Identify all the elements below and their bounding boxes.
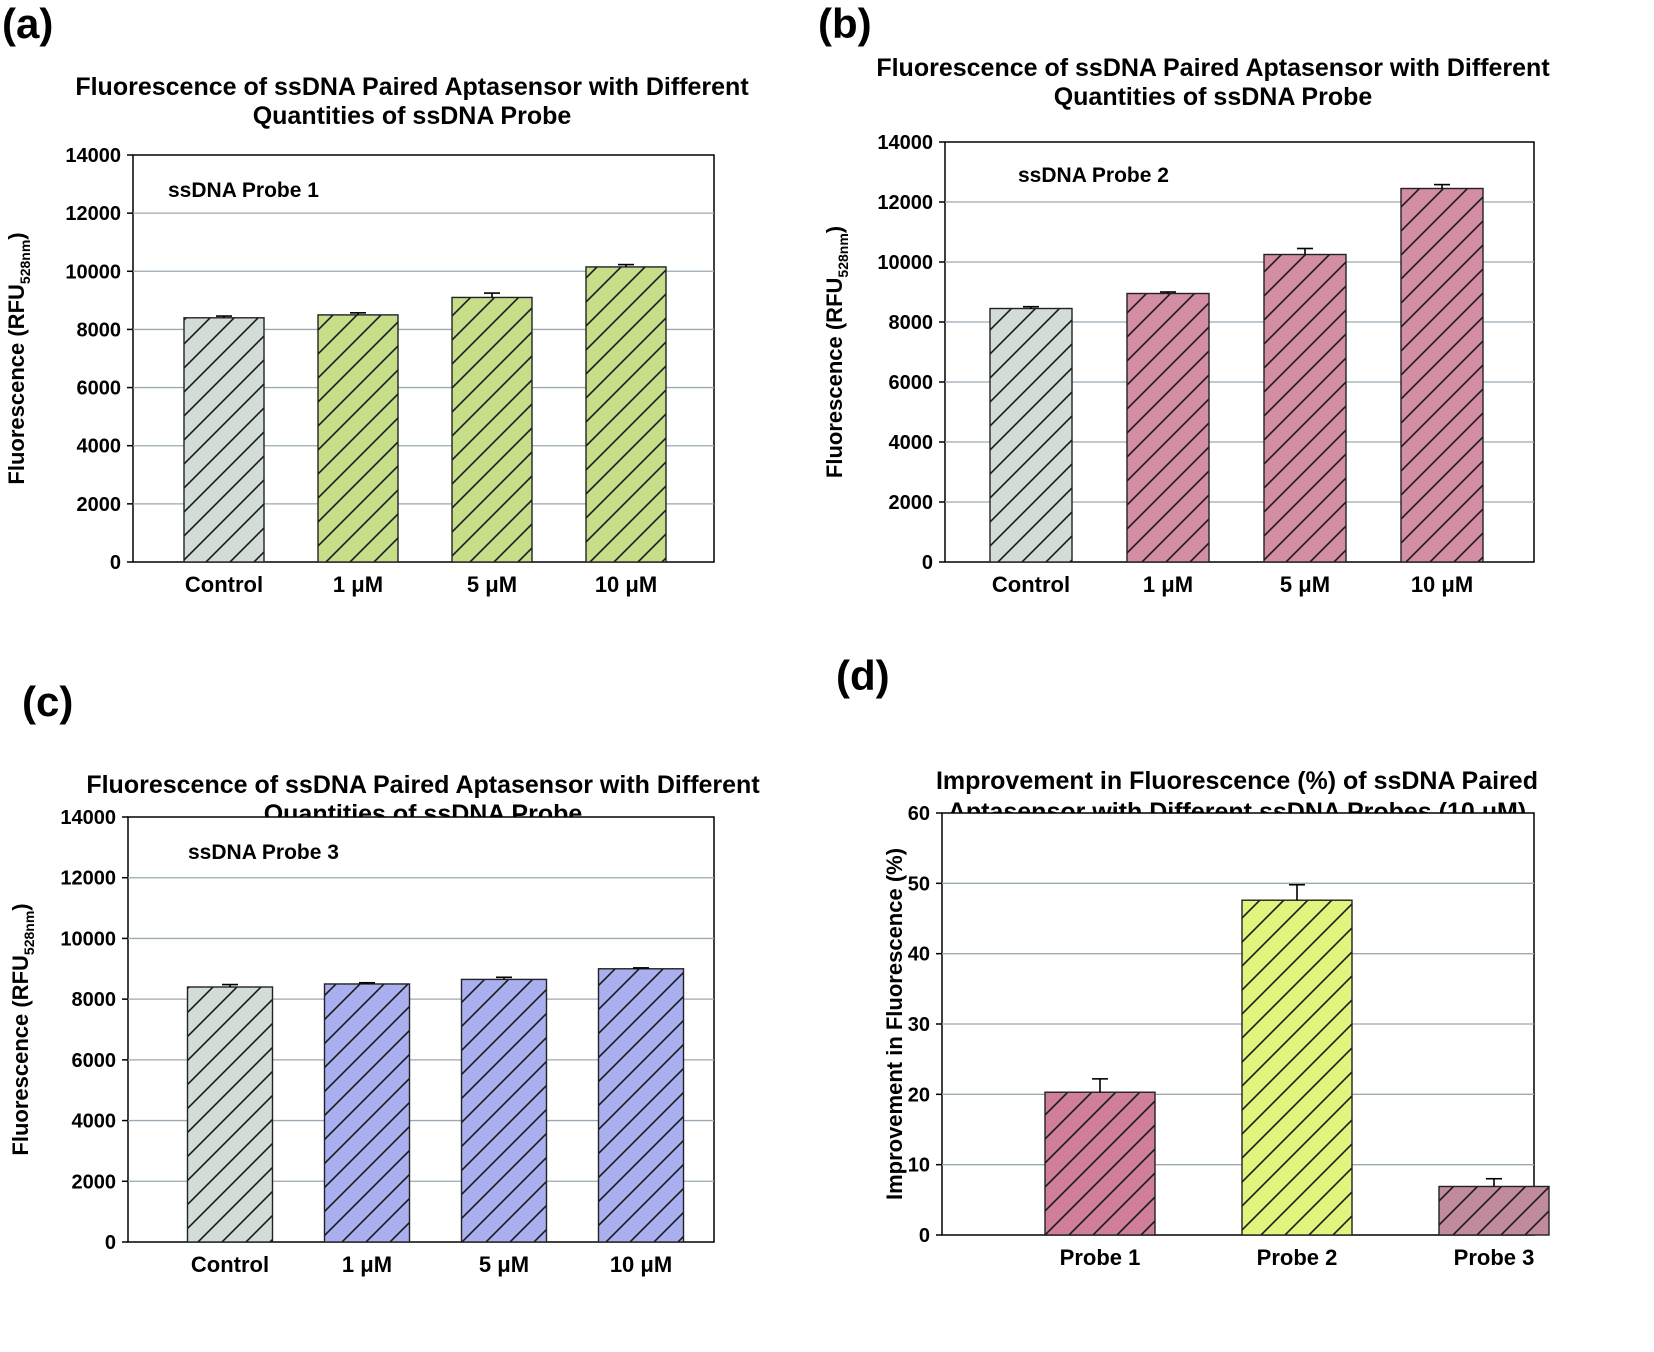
chart-d: Improvement in Fluorescence (%) of ssDNA… bbox=[882, 767, 1550, 1270]
x-category-label: 5 μM bbox=[479, 1252, 529, 1277]
y-tick-label: 60 bbox=[908, 803, 930, 825]
x-category-label: 10 μM bbox=[1411, 572, 1473, 597]
y-tick-label: 8000 bbox=[889, 312, 934, 334]
y-tick-label: 30 bbox=[908, 1014, 930, 1036]
y-tick-label: 10000 bbox=[65, 261, 121, 283]
bar bbox=[1400, 187, 1484, 563]
bar bbox=[1241, 899, 1353, 1236]
y-axis-label-close: ) bbox=[4, 232, 29, 239]
bar bbox=[989, 307, 1073, 563]
y-tick-label: 6000 bbox=[72, 1050, 117, 1072]
series-annotation: ssDNA Probe 1 bbox=[168, 179, 319, 202]
y-tick-label: 14000 bbox=[60, 807, 116, 829]
chart-title-line: Improvement in Fluorescence (%) of ssDNA… bbox=[936, 767, 1538, 795]
bar bbox=[1438, 1185, 1550, 1236]
bar bbox=[585, 266, 667, 563]
y-tick-label: 10 bbox=[908, 1155, 930, 1177]
y-tick-label: 50 bbox=[908, 873, 930, 895]
x-category-label: 10 μM bbox=[595, 572, 657, 597]
y-tick-label: 2000 bbox=[889, 492, 934, 514]
y-tick-label: 4000 bbox=[889, 432, 934, 454]
y-tick-label: 10000 bbox=[877, 252, 933, 274]
x-category-label: 5 μM bbox=[1280, 572, 1330, 597]
bar bbox=[597, 968, 685, 1243]
y-tick-label: 0 bbox=[105, 1232, 116, 1254]
y-axis-label: Improvement in Fluorescence (%) bbox=[882, 848, 907, 1200]
y-axis-label: Fluorescence (RFU528nm) bbox=[822, 226, 851, 478]
chart-title-line: Quantities of ssDNA Probe bbox=[1054, 83, 1373, 111]
chart-c: Fluorescence of ssDNA Paired Aptasensor … bbox=[8, 771, 760, 1277]
y-tick-label: 4000 bbox=[72, 1111, 117, 1133]
x-category-label: Probe 3 bbox=[1454, 1245, 1535, 1270]
series-annotation: ssDNA Probe 3 bbox=[188, 841, 339, 864]
y-axis-label-subscript: 528nm bbox=[835, 233, 851, 277]
x-category-label: 1 μM bbox=[333, 572, 383, 597]
x-category-label: Control bbox=[185, 572, 263, 597]
y-tick-label: 0 bbox=[110, 552, 121, 574]
y-tick-label: 2000 bbox=[77, 494, 122, 516]
y-axis-label-close: ) bbox=[8, 903, 33, 910]
chart-title-line: Quantities of ssDNA Probe bbox=[253, 102, 572, 130]
chart-title-line: Fluorescence of ssDNA Paired Aptasensor … bbox=[75, 73, 749, 101]
chart-b: Fluorescence of ssDNA Paired Aptasensor … bbox=[822, 54, 1550, 597]
y-tick-label: 12000 bbox=[60, 868, 116, 890]
y-tick-label: 8000 bbox=[77, 319, 122, 341]
y-tick-label: 14000 bbox=[877, 132, 933, 154]
y-tick-label: 0 bbox=[922, 552, 933, 574]
bar bbox=[183, 317, 265, 563]
y-axis-label-close: ) bbox=[822, 226, 847, 233]
y-tick-label: 0 bbox=[919, 1225, 930, 1247]
x-category-label: Control bbox=[191, 1252, 269, 1277]
y-tick-label: 20 bbox=[908, 1084, 930, 1106]
y-tick-label: 10000 bbox=[60, 928, 116, 950]
x-category-label: Probe 1 bbox=[1060, 1245, 1141, 1270]
y-axis-label: Fluorescence (RFU528nm) bbox=[4, 232, 33, 484]
x-category-label: 1 μM bbox=[342, 1252, 392, 1277]
bar bbox=[186, 986, 274, 1243]
bar bbox=[1126, 292, 1210, 563]
y-tick-label: 8000 bbox=[72, 989, 117, 1011]
panel-label-b: (b) bbox=[818, 0, 872, 47]
panel-label-d: (d) bbox=[836, 652, 890, 699]
y-axis-label-main: Fluorescence (RFU bbox=[8, 955, 33, 1156]
y-axis-label: Fluorescence (RFU528nm) bbox=[8, 903, 37, 1155]
panel-label-a: (a) bbox=[2, 0, 54, 47]
bar bbox=[1044, 1091, 1156, 1236]
x-category-label: 1 μM bbox=[1143, 572, 1193, 597]
x-category-label: Control bbox=[992, 572, 1070, 597]
bar bbox=[460, 978, 548, 1243]
y-tick-label: 4000 bbox=[77, 436, 122, 458]
y-tick-label: 6000 bbox=[889, 372, 934, 394]
chart-title-line: Fluorescence of ssDNA Paired Aptasensor … bbox=[86, 771, 760, 799]
y-axis-label-main: Improvement in Fluorescence (%) bbox=[882, 848, 907, 1200]
panel-label-c: (c) bbox=[22, 678, 74, 725]
y-tick-label: 12000 bbox=[877, 192, 933, 214]
x-category-label: 10 μM bbox=[610, 1252, 672, 1277]
y-tick-label: 2000 bbox=[72, 1171, 117, 1193]
chart-a: Fluorescence of ssDNA Paired Aptasensor … bbox=[4, 73, 749, 597]
x-category-label: 5 μM bbox=[467, 572, 517, 597]
x-category-label: Probe 2 bbox=[1257, 1245, 1338, 1270]
bar bbox=[317, 314, 399, 563]
bar bbox=[1263, 253, 1347, 563]
chart-title-line: Fluorescence of ssDNA Paired Aptasensor … bbox=[876, 54, 1550, 82]
bar bbox=[451, 296, 533, 563]
y-axis-label-main: Fluorescence (RFU bbox=[4, 284, 29, 485]
bar bbox=[323, 983, 411, 1243]
y-tick-label: 6000 bbox=[77, 378, 122, 400]
y-axis-label-main: Fluorescence (RFU bbox=[822, 278, 847, 479]
y-tick-label: 40 bbox=[908, 944, 930, 966]
y-tick-label: 14000 bbox=[65, 145, 121, 167]
y-axis-label-subscript: 528nm bbox=[17, 240, 33, 284]
series-annotation: ssDNA Probe 2 bbox=[1018, 164, 1169, 187]
y-axis-label-subscript: 528nm bbox=[21, 911, 37, 955]
y-tick-label: 12000 bbox=[65, 203, 121, 225]
